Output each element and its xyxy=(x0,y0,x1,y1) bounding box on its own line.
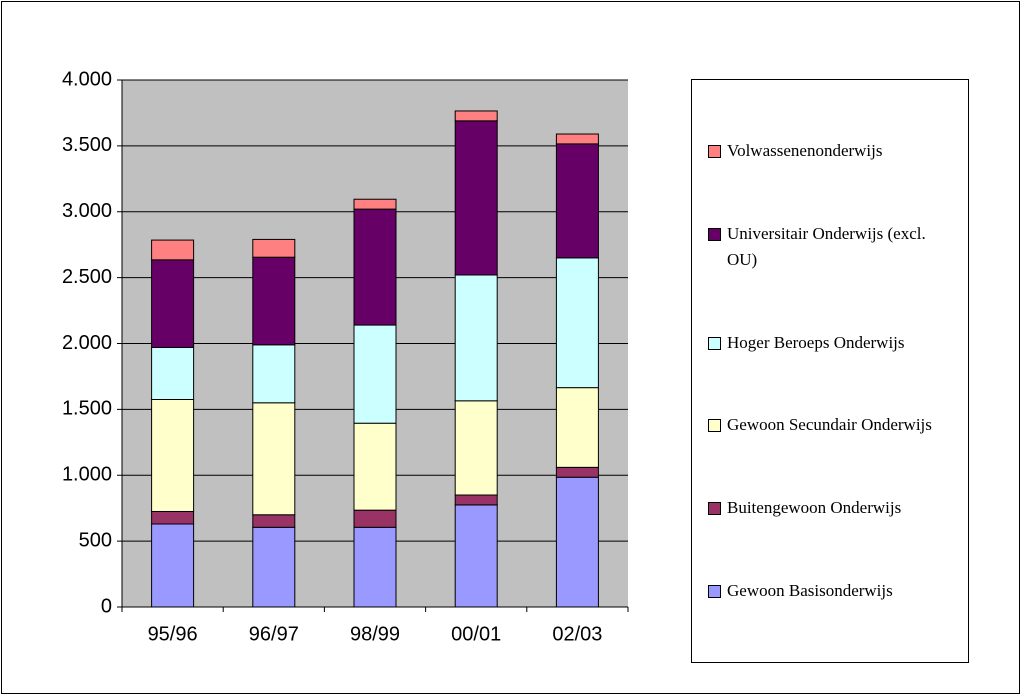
y-tick-label: 0 xyxy=(101,595,112,617)
x-tick-label: 00/01 xyxy=(451,623,501,645)
legend-entry: Gewoon Basisonderwijs xyxy=(708,578,968,604)
bar-segment xyxy=(555,466,599,478)
legend-swatch xyxy=(708,419,721,433)
bar-segment xyxy=(555,143,599,259)
bar-segment xyxy=(252,402,296,516)
y-tick-label: 2.500 xyxy=(62,266,112,288)
bar-segment xyxy=(454,504,498,608)
bar-segment xyxy=(252,344,296,404)
bar-segment xyxy=(151,523,195,608)
legend-entry: Universitair Onderwijs (excl. OU) xyxy=(708,221,968,273)
y-tick-label: 1.000 xyxy=(62,464,112,486)
bar-segment xyxy=(353,422,397,511)
y-tick-label: 3.000 xyxy=(62,200,112,222)
bar-segment xyxy=(454,120,498,276)
legend-swatch xyxy=(708,501,721,515)
bar-segment xyxy=(252,514,296,528)
legend-label: Buitengewoon Onderwijs xyxy=(727,497,902,517)
y-tick-label: 4.000 xyxy=(62,68,112,90)
legend-entry: Gewoon Secundair Onderwijs xyxy=(708,412,968,438)
x-tick-label: 98/99 xyxy=(350,623,400,645)
bar-segment xyxy=(555,133,599,145)
legend-swatch xyxy=(708,227,721,241)
bar-segment xyxy=(353,509,397,528)
x-tick-label: 02/03 xyxy=(552,623,602,645)
bar-segment xyxy=(151,239,195,261)
x-tick-label: 95/96 xyxy=(148,623,198,645)
bar-segment xyxy=(151,259,195,348)
bar-segment xyxy=(353,324,397,424)
y-tick-label: 3.500 xyxy=(62,134,112,156)
bar-segment xyxy=(555,387,599,468)
bar-segment xyxy=(353,198,397,210)
legend-entry: Volwassenenonderwijs xyxy=(708,138,968,164)
legend-swatch xyxy=(708,145,721,159)
bar-segment xyxy=(353,208,397,326)
bar-segment xyxy=(454,274,498,402)
legend-label: Volwassenenonderwijs xyxy=(727,141,883,161)
bar-segment xyxy=(252,256,296,346)
legend-entry: Hoger Beroeps Onderwijs xyxy=(708,330,968,356)
y-tick-label: 2.000 xyxy=(62,332,112,354)
legend-entry: Buitengewoon Onderwijs xyxy=(708,495,968,521)
legend-label: Hoger Beroeps Onderwijs xyxy=(727,332,905,352)
bar-segment xyxy=(555,476,599,608)
bar-segment xyxy=(454,494,498,506)
legend-label: Gewoon Basisonderwijs xyxy=(727,580,893,600)
bar-segment xyxy=(353,526,397,608)
bar-segment xyxy=(151,346,195,400)
bar-segment xyxy=(454,110,498,122)
legend: Volwassenenonderwijs Universitair Onderwi… xyxy=(691,79,969,663)
bar-segment xyxy=(252,238,296,258)
bar-segment xyxy=(555,257,599,389)
y-tick-label: 500 xyxy=(79,529,112,551)
y-tick-label: 1.500 xyxy=(62,398,112,420)
x-tick-label: 96/97 xyxy=(249,623,299,645)
legend-label: Gewoon Secundair Onderwijs xyxy=(727,415,932,435)
bar-segment xyxy=(151,398,195,512)
bar-segment xyxy=(151,510,195,525)
legend-swatch xyxy=(708,584,721,598)
legend-swatch xyxy=(708,336,721,350)
legend-label: Universitair Onderwijs (excl. OU) xyxy=(727,223,926,269)
bar-segment xyxy=(454,400,498,496)
bar-segment xyxy=(252,526,296,608)
